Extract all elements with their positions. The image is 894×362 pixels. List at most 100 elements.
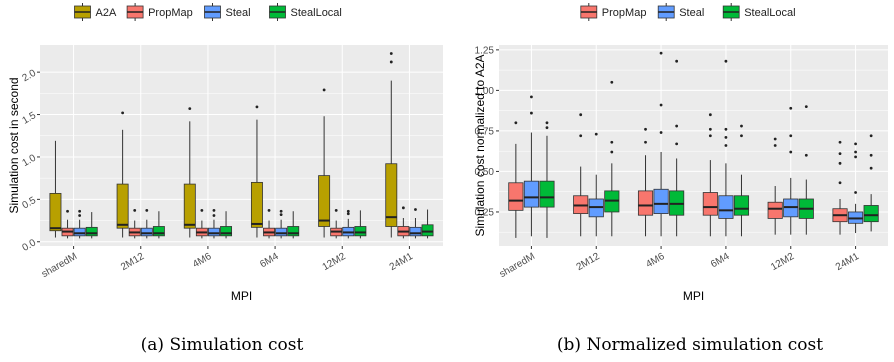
box-body	[73, 227, 86, 237]
x-tick-label: 4M6	[644, 251, 667, 270]
legend-item-a2a: A2A	[74, 3, 117, 21]
outlier-point	[740, 134, 743, 138]
box-steallocal-24m1	[421, 209, 434, 239]
outlier-point	[773, 144, 777, 147]
x-tick-label: 24M1	[834, 251, 862, 273]
outlier-point	[530, 95, 533, 99]
box-propmap-6m4	[263, 208, 275, 239]
outlier-point	[740, 124, 743, 128]
x-tick-label: 12M2	[321, 251, 349, 273]
outlier-point	[708, 113, 712, 117]
box-steal-6m4	[275, 209, 288, 239]
box-body	[523, 180, 539, 208]
box-propmap-4m6	[195, 208, 208, 239]
legend-label: StealLocal	[744, 7, 795, 19]
box-body	[863, 205, 879, 223]
outlier-point	[869, 166, 873, 170]
box-body	[250, 181, 263, 228]
legend-item-steallocal: StealLocal	[269, 3, 342, 21]
outlier-point	[854, 155, 857, 159]
box-propmap-2m12	[573, 113, 589, 237]
box-body	[421, 224, 434, 237]
box-propmap-sharedm	[508, 121, 524, 238]
x-tick-labels-a: sharedM 2M12 4M6 6M4 12M2 24M1	[40, 246, 415, 280]
box-a2a-2m12	[116, 111, 129, 238]
chart-b: PropMap Steal StealLocal 0.25 0.50 0.75 1.00 1…	[473, 3, 888, 355]
box-steal-12m2	[783, 106, 799, 235]
outlier-point	[610, 140, 614, 144]
y-tick-labels-a: 0.0 0.5 1.0 1.5 2.0	[20, 68, 40, 254]
box-body	[116, 183, 129, 229]
outlier-point	[724, 59, 728, 63]
box-propmap-2m12	[128, 208, 141, 239]
outlier-point	[675, 59, 679, 63]
outlier-point	[789, 106, 793, 110]
box-body	[152, 226, 165, 237]
box-body	[637, 190, 654, 216]
outlier-point	[530, 111, 533, 115]
x-tick-label: 2M12	[575, 251, 603, 273]
outlier-point	[78, 214, 82, 217]
outlier-point	[724, 127, 728, 131]
box-steallocal-4m6	[220, 211, 233, 239]
outlier-point	[594, 132, 598, 136]
box-body	[208, 227, 220, 237]
outlier-point	[854, 142, 857, 146]
caption-b: (b) Normalized simulation cost	[557, 335, 823, 355]
outlier-point	[659, 103, 663, 107]
outlier-point	[579, 134, 583, 138]
box-steal-sharedm	[73, 209, 86, 239]
box-propmap-24m1	[832, 140, 848, 235]
outlier-point	[279, 213, 283, 217]
outlier-point	[78, 209, 82, 213]
legend-label: StealLocal	[291, 7, 342, 19]
box-steal-6m4	[718, 59, 734, 237]
outlier-point	[346, 209, 350, 213]
outlier-point	[789, 150, 793, 154]
outlier-point	[854, 150, 857, 154]
outlier-point	[804, 105, 808, 108]
box-propmap-12m2	[330, 208, 343, 239]
outlier-point	[188, 107, 192, 111]
y-tick-label: 0.25	[475, 207, 495, 218]
box-body	[49, 193, 62, 232]
y-tick-label: 1.0	[20, 152, 38, 169]
box-body	[653, 188, 669, 214]
box-steallocal-sharedm	[539, 121, 555, 238]
legend-item-steal: Steal	[657, 3, 704, 21]
legend-b: PropMap Steal StealLocal	[580, 3, 796, 21]
box-steallocal-2m12	[152, 211, 165, 239]
legend-label: PropMap	[148, 7, 193, 19]
box-steal-24m1	[848, 142, 864, 234]
box-steallocal-6m4	[287, 211, 300, 239]
chart-a: A2A PropMap Steal StealLocal 0.0 0.5 1.0 1.5 2.…	[7, 3, 443, 355]
outlier-point	[838, 181, 842, 185]
x-axis-label-a: MPI	[231, 289, 252, 303]
box-propmap-sharedm	[61, 209, 74, 239]
legend-a: A2A PropMap Steal StealLocal	[74, 3, 342, 21]
legend-item-steallocal: StealLocal	[722, 3, 796, 21]
legend-label: PropMap	[602, 7, 647, 19]
outlier-point	[789, 134, 793, 138]
box-body	[140, 227, 153, 237]
box-steallocal-2m12	[604, 80, 620, 237]
outlier-point	[334, 208, 338, 212]
outlier-point	[212, 214, 216, 217]
y-tick-label: 1.5	[20, 110, 38, 127]
box-propmap-12m2	[767, 137, 783, 235]
legend-label: Steal	[679, 7, 704, 19]
y-axis-label-b: Simulation cost normalized to A2A	[473, 54, 487, 236]
box-body	[275, 227, 288, 237]
outlier-point	[267, 208, 271, 212]
box-body	[183, 183, 196, 229]
legend-item-propmap: PropMap	[580, 3, 647, 21]
outlier-point	[545, 121, 549, 125]
box-steal-12m2	[342, 209, 355, 239]
box-steal-2m12	[588, 132, 604, 237]
outlier-point	[401, 206, 405, 210]
box-steal-2m12	[140, 208, 153, 239]
box-body	[385, 163, 398, 227]
box-steal-sharedm	[523, 95, 539, 237]
box-a2a-12m2	[318, 88, 331, 238]
